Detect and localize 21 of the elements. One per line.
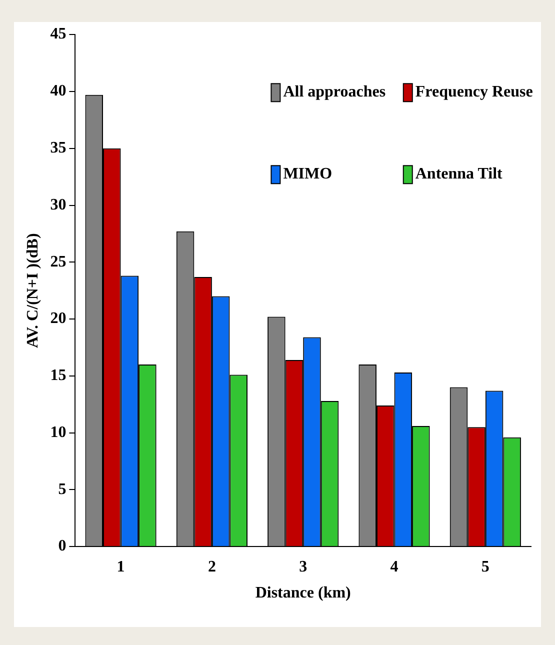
x-tick-label: 3 (299, 558, 308, 576)
legend-label: Antenna Tilt (415, 166, 504, 183)
y-tick-label: 25 (50, 253, 66, 270)
legend-label: Frequency Reuse (415, 84, 533, 101)
y-tick-label: 40 (50, 82, 66, 100)
y-axis-title: AV. C/(N+I )(dB) (24, 233, 42, 348)
legend-label: All approaches (283, 84, 386, 101)
y-tick-label: 35 (50, 140, 66, 157)
y-tick-label: 5 (58, 480, 66, 498)
legend-label: MIMO (283, 166, 332, 183)
y-tick-label: 30 (50, 196, 66, 214)
x-axis-title: Distance (km) (255, 584, 351, 602)
x-tick-label: 2 (208, 558, 216, 576)
x-tick-label: 5 (481, 558, 490, 576)
x-tick-label: 1 (116, 558, 125, 576)
x-tick-label: 4 (390, 558, 398, 576)
y-tick-label: 45 (50, 26, 66, 43)
y-tick-label: 15 (50, 367, 66, 384)
y-tick-label: 20 (50, 310, 66, 328)
y-tick-label: 10 (50, 424, 66, 441)
y-tick-label: 0 (58, 538, 66, 555)
